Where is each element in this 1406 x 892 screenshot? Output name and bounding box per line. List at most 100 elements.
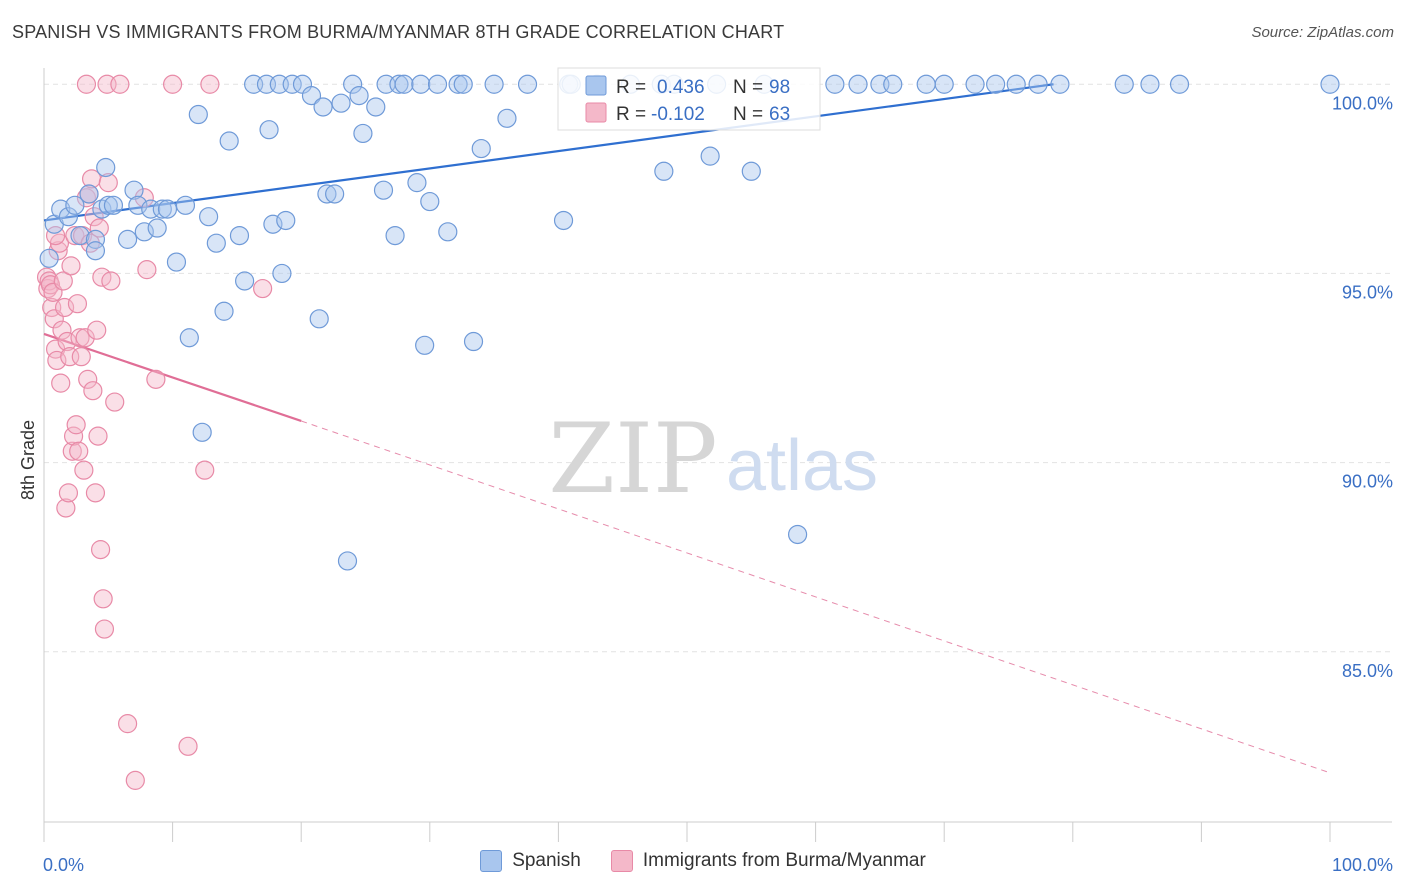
- data-point-burma: [87, 320, 107, 340]
- watermark-zip: ZIP: [548, 403, 717, 515]
- data-point-spanish: [117, 229, 138, 249]
- data-point-spanish: [301, 86, 322, 106]
- data-point-burma: [54, 297, 75, 318]
- data-point-burma: [89, 218, 109, 238]
- data-point-burma: [76, 74, 97, 94]
- data-point-burma: [90, 540, 111, 560]
- axes: 100.0% 95.0% 90.0% 85.0% 0.0% 100.0%: [43, 68, 1393, 875]
- data-point-spanish: [349, 86, 369, 106]
- stats-box: R = 0.436 N = 98 R = -0.102 N = 63: [557, 67, 821, 131]
- data-point-spanish: [517, 74, 538, 94]
- data-point-spanish: [415, 335, 435, 355]
- data-point-spanish: [407, 173, 427, 193]
- data-point-spanish: [331, 93, 351, 113]
- chart-legend: Spanish Immigrants from Burma/Myanmar: [0, 850, 1406, 872]
- data-point-burma: [69, 441, 89, 461]
- data-point-burma: [74, 460, 94, 480]
- watermark: ZIP atlas: [548, 403, 878, 515]
- data-point-burma: [63, 426, 84, 446]
- data-point-spanish: [337, 551, 358, 571]
- data-point-burma: [101, 271, 121, 291]
- data-point-spanish: [98, 195, 118, 215]
- data-point-spanish: [463, 331, 484, 352]
- data-point-burma: [75, 328, 95, 348]
- legend-swatch-blue: [480, 850, 503, 872]
- data-point-spanish: [259, 120, 279, 140]
- data-point-burma: [137, 260, 157, 280]
- data-point-burma: [195, 460, 215, 480]
- series-spanish-points: [39, 74, 1340, 571]
- data-point-spanish: [497, 108, 517, 128]
- data-point-burma: [53, 271, 73, 291]
- data-point-spanish: [85, 229, 106, 249]
- data-point-spanish: [934, 74, 954, 94]
- watermark-atlas: atlas: [726, 426, 878, 506]
- data-point-burma: [40, 275, 61, 295]
- data-point-spanish: [229, 225, 250, 246]
- data-point-burma: [71, 347, 91, 367]
- y-tick-label: 95.0%: [1342, 282, 1393, 302]
- data-point-burma: [200, 74, 220, 94]
- legend-label-spanish: Spanish: [512, 850, 581, 871]
- data-point-burma: [62, 441, 82, 461]
- stats-r-label-pink: R =: [616, 104, 646, 125]
- stats-r-value-blue: 0.436: [657, 77, 705, 98]
- data-point-burma: [51, 373, 71, 393]
- data-point-burma: [134, 188, 154, 208]
- data-point-spanish: [453, 74, 473, 94]
- data-point-spanish: [152, 199, 172, 219]
- data-point-burma: [56, 498, 76, 518]
- data-point-spanish: [235, 271, 255, 291]
- data-point-burma: [253, 278, 273, 299]
- data-point-burma: [88, 426, 108, 446]
- data-point-burma: [70, 328, 90, 348]
- y-tick-label: 100.0%: [1332, 93, 1393, 113]
- trendline-spanish: [43, 83, 1054, 222]
- data-point-burma: [105, 392, 125, 412]
- data-point-burma: [60, 347, 80, 367]
- data-point-spanish: [553, 210, 574, 231]
- data-point-burma: [117, 714, 138, 734]
- chart-title: SPANISH VS IMMIGRANTS FROM BURMA/MYANMAR…: [12, 22, 785, 42]
- data-point-burma: [65, 225, 85, 246]
- data-point-burma: [125, 770, 145, 790]
- data-point-spanish: [219, 131, 239, 151]
- trendline-burma: [43, 332, 302, 423]
- stats-r-label-blue: R =: [616, 77, 646, 98]
- data-point-spanish: [179, 328, 199, 348]
- y-tick-label: 90.0%: [1342, 472, 1393, 492]
- data-point-burma: [47, 350, 67, 371]
- data-point-spanish: [883, 74, 903, 94]
- grid-lines: [44, 83, 1392, 653]
- data-point-spanish: [1140, 74, 1160, 94]
- data-point-spanish: [411, 74, 431, 94]
- data-point-spanish: [965, 74, 985, 94]
- data-point-spanish: [128, 195, 148, 215]
- data-point-spanish: [373, 180, 394, 200]
- stats-swatch-pink: [585, 102, 607, 123]
- data-point-spanish: [448, 74, 468, 94]
- data-point-spanish: [1169, 74, 1190, 94]
- data-point-spanish: [70, 225, 90, 246]
- data-point-burma: [93, 589, 113, 609]
- data-point-spanish: [1006, 74, 1026, 94]
- data-point-spanish: [787, 524, 808, 545]
- data-point-spanish: [147, 218, 167, 238]
- data-point-spanish: [1320, 74, 1340, 94]
- data-point-burma: [110, 74, 130, 94]
- source-label: Source: ZipAtlas.com: [1251, 24, 1394, 41]
- trendline-burma-extension: [301, 420, 1331, 774]
- data-point-spanish: [103, 195, 124, 215]
- data-point-burma: [61, 256, 81, 276]
- stats-n-value-pink: 63: [769, 104, 790, 125]
- data-point-burma: [163, 74, 183, 94]
- data-point-burma: [94, 619, 115, 639]
- data-point-spanish: [986, 74, 1006, 94]
- data-point-spanish: [79, 184, 99, 204]
- data-point-spanish: [313, 97, 333, 117]
- data-point-spanish: [309, 309, 329, 329]
- data-point-spanish: [175, 195, 196, 215]
- stats-n-label-pink: N =: [733, 104, 763, 125]
- data-point-spanish: [157, 199, 178, 219]
- data-point-spanish: [385, 225, 405, 246]
